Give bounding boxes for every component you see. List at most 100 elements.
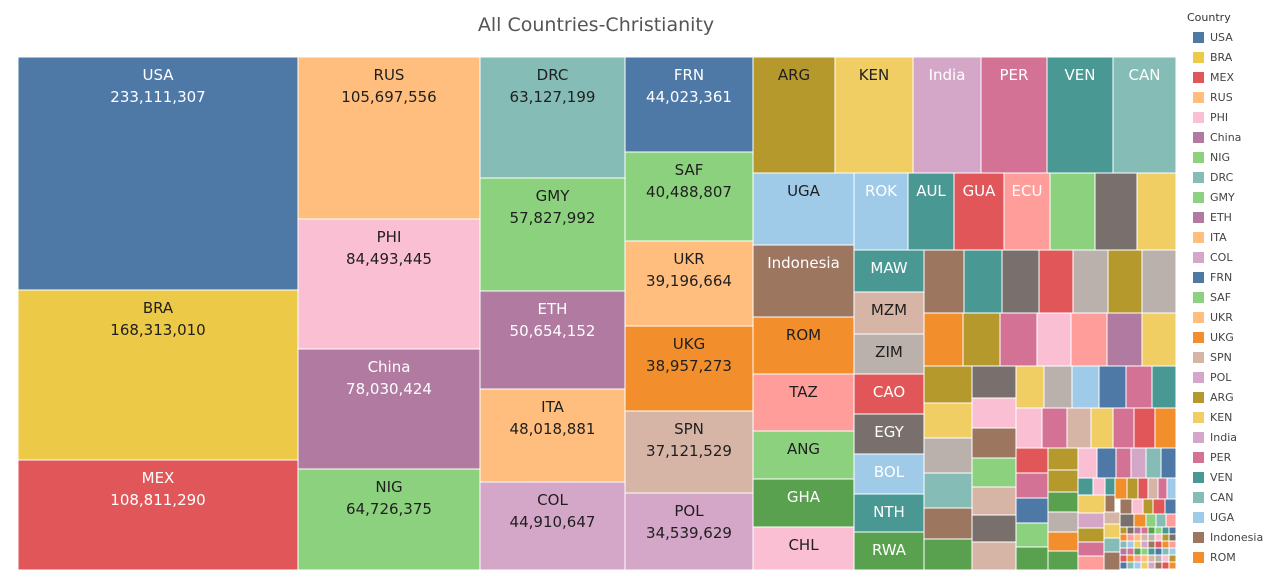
cell-small[interactable] xyxy=(1047,469,1079,493)
cell-tiny[interactable] xyxy=(1154,547,1163,556)
cell-small[interactable] xyxy=(1066,407,1092,449)
cell-small[interactable] xyxy=(1165,513,1177,528)
cell-small[interactable] xyxy=(1077,555,1105,571)
cell-small[interactable] xyxy=(1103,537,1121,553)
cell-cao[interactable] xyxy=(853,373,925,415)
legend-item[interactable]: ETH xyxy=(1185,207,1285,227)
cell-small[interactable] xyxy=(1072,249,1109,314)
cell-small[interactable] xyxy=(1145,447,1162,479)
cell-tiny[interactable] xyxy=(1161,561,1170,570)
cell-frn[interactable] xyxy=(624,56,754,153)
cell-small[interactable] xyxy=(1047,531,1079,552)
cell-small[interactable] xyxy=(1103,551,1121,571)
cell-tiny[interactable] xyxy=(1154,561,1163,570)
cell-small[interactable] xyxy=(1049,172,1096,251)
cell-col[interactable] xyxy=(479,481,626,571)
cell-rwa[interactable] xyxy=(853,531,925,571)
cell-tiny[interactable] xyxy=(1147,526,1156,535)
cell-small[interactable] xyxy=(999,312,1038,367)
cell-tiny[interactable] xyxy=(1161,547,1170,556)
cell-zim[interactable] xyxy=(853,333,925,375)
legend-item[interactable]: UGA xyxy=(1185,507,1285,527)
cell-tiny[interactable] xyxy=(1161,540,1170,549)
cell-small[interactable] xyxy=(1015,407,1043,449)
cell-small[interactable] xyxy=(1119,513,1135,528)
cell-small[interactable] xyxy=(1090,407,1114,449)
cell-small[interactable] xyxy=(1036,312,1072,367)
cell-small[interactable] xyxy=(1112,407,1135,449)
cell-small[interactable] xyxy=(1015,546,1049,571)
cell-small[interactable] xyxy=(963,249,1003,314)
cell-gmy[interactable] xyxy=(479,177,626,292)
cell-tiny[interactable] xyxy=(1147,540,1156,549)
cell-drc[interactable] xyxy=(479,56,626,179)
cell-tiny[interactable] xyxy=(1168,568,1177,571)
cell-small[interactable] xyxy=(1147,477,1159,500)
cell-small[interactable] xyxy=(1131,498,1144,515)
cell-tiny[interactable] xyxy=(1119,547,1128,556)
cell-small[interactable] xyxy=(1015,365,1045,409)
cell-small[interactable] xyxy=(1107,249,1143,314)
cell-tiny[interactable] xyxy=(1140,526,1149,535)
cell-tiny[interactable] xyxy=(1161,568,1170,571)
cell-tiny[interactable] xyxy=(1147,568,1156,571)
cell-small[interactable] xyxy=(971,397,1017,429)
cell-tiny[interactable] xyxy=(1133,540,1142,549)
cell-small[interactable] xyxy=(1133,513,1147,528)
cell-gha[interactable] xyxy=(752,478,855,528)
cell-small[interactable] xyxy=(1071,365,1100,409)
cell-small[interactable] xyxy=(971,427,1017,459)
legend-item[interactable]: ARG xyxy=(1185,387,1285,407)
legend-item[interactable]: RUS xyxy=(1185,87,1285,107)
cell-tiny[interactable] xyxy=(1126,561,1135,570)
cell-small[interactable] xyxy=(1015,447,1049,474)
cell-small[interactable] xyxy=(1160,447,1177,479)
cell-small[interactable] xyxy=(1142,498,1154,515)
cell-small[interactable] xyxy=(1077,447,1098,479)
cell-small[interactable] xyxy=(1119,498,1133,515)
cell-small[interactable] xyxy=(1077,527,1105,543)
cell-tiny[interactable] xyxy=(1126,547,1135,556)
cell-per[interactable] xyxy=(980,56,1048,174)
cell-saf[interactable] xyxy=(624,151,754,242)
cell-small[interactable] xyxy=(1137,477,1149,500)
cell-gua[interactable] xyxy=(953,172,1005,251)
cell-tiny[interactable] xyxy=(1168,554,1177,563)
cell-nig[interactable] xyxy=(297,468,481,571)
cell-small[interactable] xyxy=(1070,312,1108,367)
cell-tiny[interactable] xyxy=(1154,540,1163,549)
cell-small[interactable] xyxy=(971,365,1017,399)
cell-tiny[interactable] xyxy=(1133,554,1142,563)
cell-tiny[interactable] xyxy=(1161,554,1170,563)
cell-tiny[interactable] xyxy=(1119,568,1128,571)
cell-small[interactable] xyxy=(971,514,1017,543)
cell-small[interactable] xyxy=(1106,312,1143,367)
legend-item[interactable]: BRA xyxy=(1185,47,1285,67)
cell-small[interactable] xyxy=(1047,550,1079,571)
cell-tiny[interactable] xyxy=(1133,568,1142,571)
cell-ukr[interactable] xyxy=(624,240,754,327)
cell-tiny[interactable] xyxy=(1154,554,1163,563)
cell-small[interactable] xyxy=(1155,513,1167,528)
cell-small[interactable] xyxy=(1133,407,1156,449)
cell-small[interactable] xyxy=(923,538,973,571)
cell-tiny[interactable] xyxy=(1168,526,1177,535)
legend-item[interactable]: FRN xyxy=(1185,267,1285,287)
cell-ang[interactable] xyxy=(752,430,855,480)
legend-item[interactable]: Indonesia xyxy=(1185,527,1285,547)
cell-tiny[interactable] xyxy=(1133,547,1142,556)
legend-item[interactable]: MEX xyxy=(1185,67,1285,87)
cell-small[interactable] xyxy=(1015,497,1049,524)
legend-item[interactable]: CAN xyxy=(1185,487,1285,507)
cell-tiny[interactable] xyxy=(1119,561,1128,570)
legend-item[interactable]: USA xyxy=(1185,27,1285,47)
cell-small[interactable] xyxy=(1077,477,1094,496)
cell-small[interactable] xyxy=(923,472,973,509)
cell-tiny[interactable] xyxy=(1168,533,1177,542)
cell-small[interactable] xyxy=(1103,511,1121,525)
legend-item[interactable]: NIG xyxy=(1185,147,1285,167)
cell-tiny[interactable] xyxy=(1119,554,1128,563)
cell-small[interactable] xyxy=(1145,513,1157,528)
cell-small[interactable] xyxy=(1001,249,1040,314)
legend-item[interactable]: ROM xyxy=(1185,547,1285,567)
